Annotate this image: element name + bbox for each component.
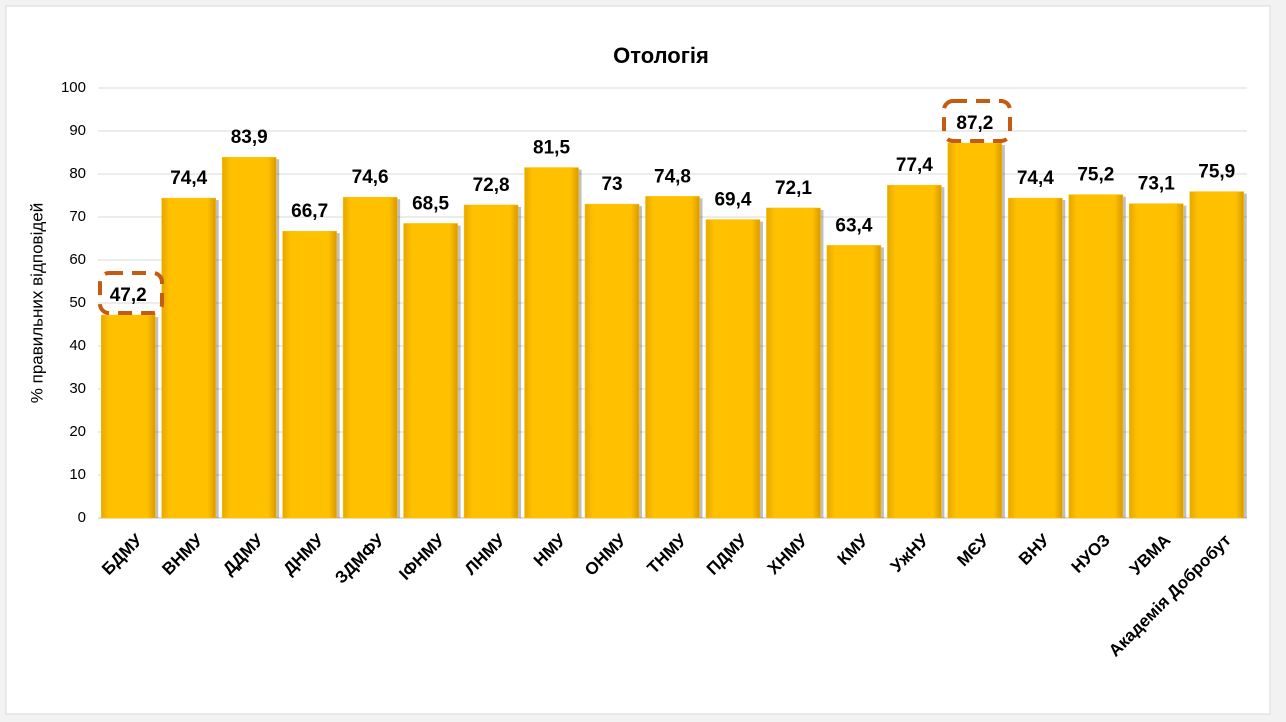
y-tick-label: 0 xyxy=(78,509,86,526)
y-tick-label: 90 xyxy=(69,122,86,139)
bar xyxy=(100,314,156,519)
bar xyxy=(342,196,398,519)
bar xyxy=(645,196,700,519)
data-label: 47,2 xyxy=(110,285,147,306)
bar xyxy=(524,167,579,519)
bar xyxy=(403,223,458,519)
data-label: 74,4 xyxy=(1017,168,1054,189)
highlight-box xyxy=(98,271,164,315)
data-label: 73,1 xyxy=(1138,174,1175,195)
bar xyxy=(1189,191,1245,519)
data-label: 74,8 xyxy=(654,166,691,187)
data-label: 77,4 xyxy=(896,155,933,176)
data-label: 68,5 xyxy=(412,193,449,214)
data-label: 66,7 xyxy=(291,201,328,222)
data-label: 83,9 xyxy=(231,127,268,148)
data-label: 72,1 xyxy=(775,178,812,199)
bar xyxy=(1008,197,1063,519)
bar xyxy=(584,203,640,519)
bar xyxy=(221,156,277,519)
bar xyxy=(826,245,882,519)
y-tick-label: 100 xyxy=(61,79,86,96)
y-tick-label: 70 xyxy=(69,208,86,225)
bar xyxy=(887,184,942,519)
bar xyxy=(463,204,519,519)
y-tick-label: 10 xyxy=(69,466,86,483)
data-label: 73 xyxy=(601,174,622,195)
chart-title: Отологія xyxy=(613,43,709,68)
y-tick-label: 30 xyxy=(69,380,86,397)
y-tick-label: 50 xyxy=(69,294,86,311)
bar xyxy=(161,197,216,519)
y-tick-label: 40 xyxy=(69,337,86,354)
bar xyxy=(705,219,761,519)
data-label: 75,9 xyxy=(1198,162,1235,183)
data-label: 75,2 xyxy=(1077,165,1114,186)
y-tick-label: 80 xyxy=(69,165,86,182)
data-label: 81,5 xyxy=(533,138,570,159)
plot: 0102030405060708090100БДМУ47,2ВНМУ74,4ДД… xyxy=(61,79,1247,660)
bar xyxy=(1068,194,1124,519)
data-label: 72,8 xyxy=(473,175,510,196)
bar xyxy=(766,207,821,519)
bar xyxy=(947,142,1003,519)
data-label: 74,6 xyxy=(352,167,389,188)
data-label: 63,4 xyxy=(835,215,872,236)
bar xyxy=(282,230,337,519)
data-label: 87,2 xyxy=(956,113,993,134)
highlight-box xyxy=(942,99,1012,143)
data-label: 69,4 xyxy=(714,190,751,211)
y-axis-label: % правильних відповідей xyxy=(27,203,46,403)
y-tick-label: 60 xyxy=(69,251,86,268)
bar xyxy=(1129,203,1184,519)
data-label: 74,4 xyxy=(170,168,207,189)
y-tick-label: 20 xyxy=(69,423,86,440)
